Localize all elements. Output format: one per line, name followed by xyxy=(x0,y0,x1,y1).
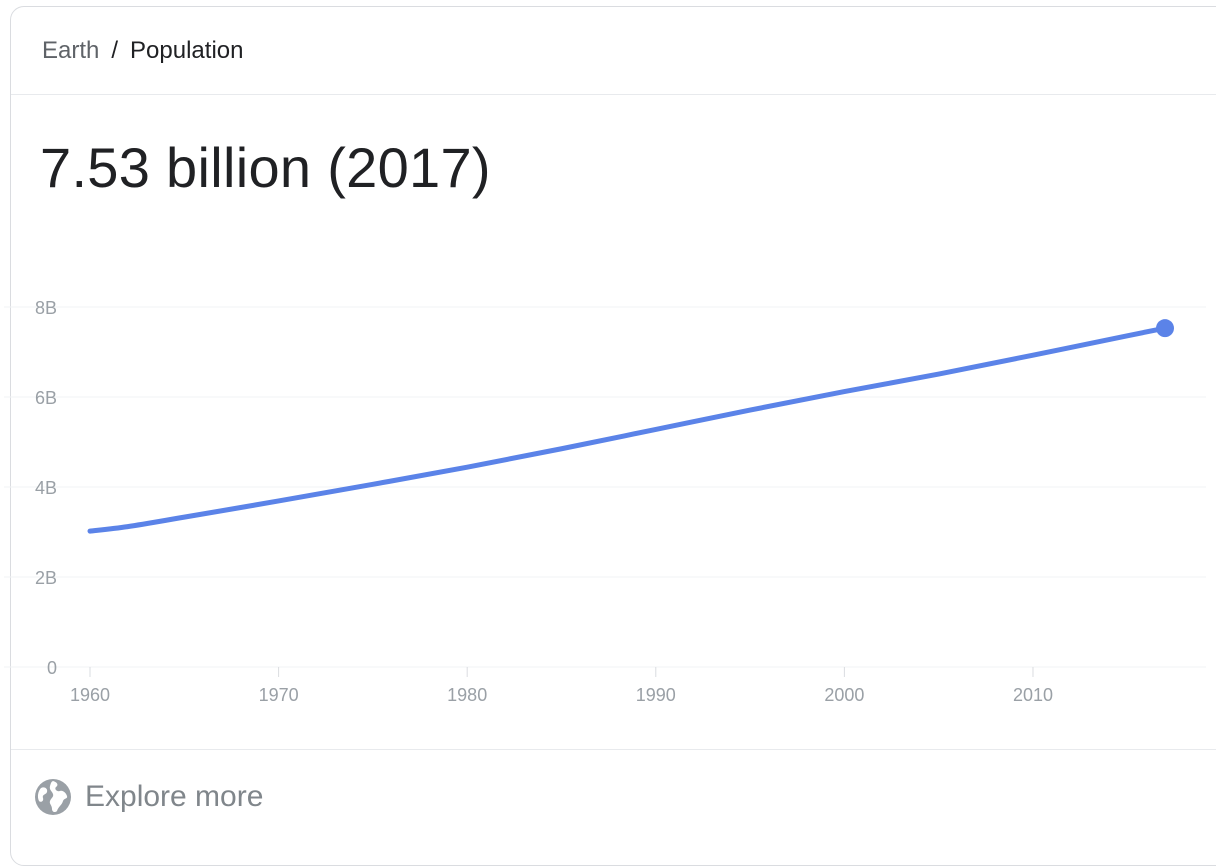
y-tick-label: 0 xyxy=(47,658,57,678)
tick-layer: 0 2B 4B 6B 8B 1960 1970 1980 1990 2000 2010 xyxy=(35,298,1053,705)
header-divider xyxy=(11,94,1216,95)
x-tick-label: 1960 xyxy=(70,685,110,705)
latest-value-marker xyxy=(1156,319,1174,338)
line-layer xyxy=(87,319,1174,534)
population-series-line xyxy=(87,325,1168,534)
explore-more-label: Explore more xyxy=(85,780,264,813)
y-tick-label: 2B xyxy=(35,568,57,588)
globe-icon xyxy=(33,777,73,817)
y-tick-label: 4B xyxy=(35,478,57,498)
explore-more-button[interactable]: Explore more xyxy=(33,773,263,821)
y-tick-label: 8B xyxy=(35,298,57,318)
x-tick-label: 2010 xyxy=(1013,685,1053,705)
grid-layer xyxy=(4,306,1206,668)
breadcrumb: Earth / Population xyxy=(42,35,243,67)
x-tick-label: 1990 xyxy=(636,685,676,705)
population-line-chart: 0 2B 4B 6B 8B 1960 1970 1980 1990 2000 2010 xyxy=(4,298,1206,705)
population-value-headline: 7.53 billion (2017) xyxy=(40,136,491,199)
population-card: Earth / Population 7.53 billion (2017) E… xyxy=(10,6,1216,866)
x-tick-label: 1980 xyxy=(447,685,487,705)
breadcrumb-earth-link[interactable]: Earth xyxy=(42,37,100,64)
breadcrumb-separator: / xyxy=(111,37,119,64)
x-tick-label: 2000 xyxy=(824,685,864,705)
footer-divider xyxy=(11,749,1216,750)
x-tick-label: 1970 xyxy=(259,685,299,705)
y-tick-label: 6B xyxy=(35,388,57,408)
breadcrumb-current: Population xyxy=(130,37,244,64)
chart-area: 0 2B 4B 6B 8B 1960 1970 1980 1990 2000 2010 xyxy=(4,298,1206,705)
